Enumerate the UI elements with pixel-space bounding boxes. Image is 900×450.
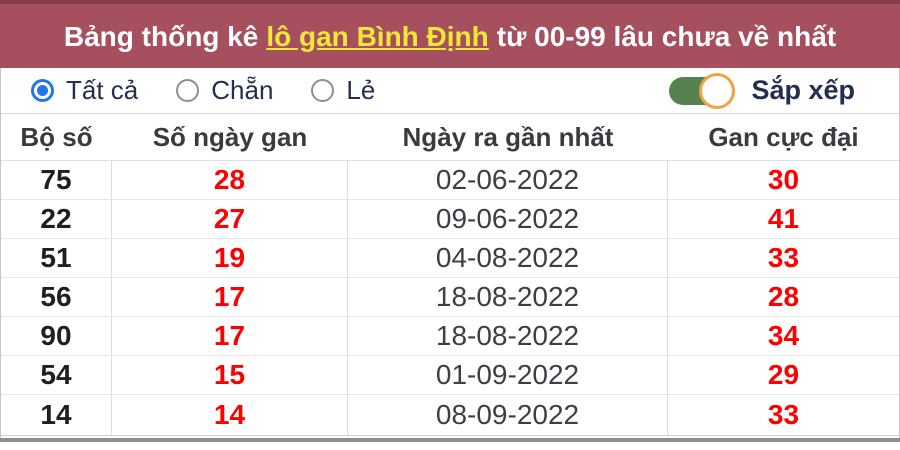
table-row: 14 14 08-09-2022 33 <box>1 395 899 435</box>
lo-gan-table: Bộ số Số ngày gan Ngày ra gần nhất Gan c… <box>1 114 899 435</box>
cell-pair: 56 <box>1 278 112 317</box>
radio-option-0[interactable]: Tất cả <box>31 75 138 106</box>
title-prefix: Bảng thống kê <box>63 20 259 52</box>
cell-pair: 22 <box>1 200 112 239</box>
cell-days-gan: 15 <box>112 356 348 395</box>
table-row: 22 27 09-06-2022 41 <box>1 200 899 239</box>
cell-pair: 54 <box>1 356 112 395</box>
table-row: 75 28 02-06-2022 30 <box>1 161 899 200</box>
cell-last-date: 09-06-2022 <box>348 200 668 239</box>
cell-days-gan: 28 <box>112 161 348 200</box>
bottom-bar <box>0 438 900 442</box>
radio-icon <box>311 79 335 102</box>
column-header-pair: Bộ số <box>1 114 112 161</box>
column-header-max: Gan cực đại <box>668 114 899 161</box>
sort-label: Sắp xếp <box>751 75 855 105</box>
page-title: Bảng thống kê lô gan Bình Định từ 00-99 lâ… <box>64 21 836 52</box>
cell-max-gan: 30 <box>668 161 899 200</box>
sort-toggle[interactable] <box>669 72 737 110</box>
filter-bar: Tất cả Chẵn Lẻ Sắp xếp <box>1 68 899 114</box>
cell-last-date: 02-06-2022 <box>348 161 668 200</box>
cell-days-gan: 17 <box>112 278 348 317</box>
cell-max-gan: 28 <box>668 278 899 317</box>
table-row: 56 17 18-08-2022 28 <box>1 278 899 317</box>
title-link[interactable]: lô gan Bình Định <box>266 20 489 52</box>
cell-max-gan: 33 <box>668 239 899 278</box>
cell-days-gan: 17 <box>112 317 348 356</box>
radio-dot-icon <box>37 85 48 96</box>
radio-label: Chẵn <box>211 75 274 105</box>
cell-days-gan: 27 <box>112 200 348 239</box>
cell-last-date: 18-08-2022 <box>348 317 668 356</box>
cell-pair: 90 <box>1 317 112 356</box>
bottom-strip <box>1 435 899 438</box>
cell-pair: 14 <box>1 395 112 435</box>
radio-label: Tất cả <box>66 75 139 105</box>
radio-icon <box>31 79 54 102</box>
title-suffix: từ 00-99 lâu chưa về nhất <box>496 20 837 52</box>
cell-max-gan: 41 <box>668 200 899 239</box>
cell-days-gan: 14 <box>112 395 348 435</box>
toggle-knob-icon <box>699 72 736 109</box>
column-header-days: Số ngày gan <box>112 114 348 161</box>
cell-last-date: 01-09-2022 <box>348 356 668 395</box>
content-area: Tất cả Chẵn Lẻ Sắp xếp Bộ số Số ngày gan N… <box>0 68 900 438</box>
table-row: 51 19 04-08-2022 33 <box>1 239 899 278</box>
cell-days-gan: 19 <box>112 239 348 278</box>
radio-option-2[interactable]: Lẻ <box>311 75 375 106</box>
column-header-last-date: Ngày ra gần nhất <box>348 114 668 161</box>
table-body: 75 28 02-06-2022 30 22 27 09-06-2022 41 51 19 04-0… <box>1 161 899 435</box>
radio-group: Tất cả Chẵn Lẻ <box>31 75 413 106</box>
radio-option-1[interactable]: Chẵn <box>176 75 273 106</box>
table-header: Bộ số Số ngày gan Ngày ra gần nhất Gan c… <box>1 114 899 161</box>
cell-last-date: 08-09-2022 <box>348 395 668 435</box>
cell-pair: 51 <box>1 239 112 278</box>
radio-label: Lẻ <box>346 75 376 105</box>
cell-pair: 75 <box>1 161 112 200</box>
cell-last-date: 04-08-2022 <box>348 239 668 278</box>
cell-last-date: 18-08-2022 <box>348 278 668 317</box>
cell-max-gan: 29 <box>668 356 899 395</box>
radio-icon <box>176 79 200 102</box>
table-row: 54 15 01-09-2022 29 <box>1 356 899 395</box>
header-banner: Bảng thống kê lô gan Bình Định từ 00-99 lâ… <box>0 0 900 68</box>
table-row: 90 17 18-08-2022 34 <box>1 317 899 356</box>
cell-max-gan: 33 <box>767 399 800 430</box>
cell-max-gan: 34 <box>668 317 899 356</box>
